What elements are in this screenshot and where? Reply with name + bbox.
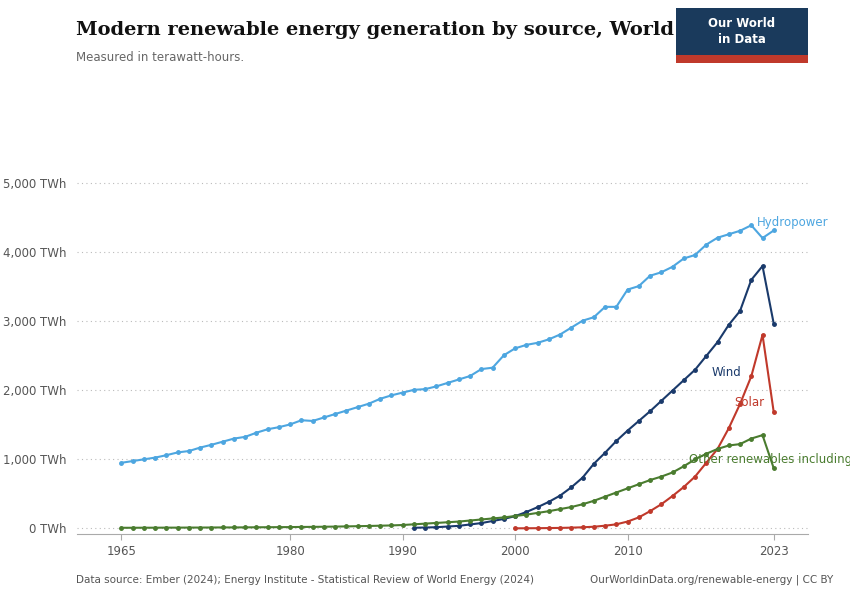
Text: Other renewables including bioenergy: Other renewables including bioenergy (689, 453, 850, 466)
Text: Modern renewable energy generation by source, World: Modern renewable energy generation by so… (76, 21, 675, 39)
Text: in Data: in Data (717, 34, 766, 46)
Text: OurWorldinData.org/renewable-energy | CC BY: OurWorldinData.org/renewable-energy | CC… (590, 575, 833, 585)
FancyBboxPatch shape (676, 8, 807, 63)
Text: Our World: Our World (708, 17, 775, 30)
Text: Data source: Ember (2024); Energy Institute - Statistical Review of World Energy: Data source: Ember (2024); Energy Instit… (76, 575, 535, 585)
FancyBboxPatch shape (676, 55, 807, 63)
Text: Solar: Solar (734, 396, 764, 409)
Text: Wind: Wind (712, 367, 742, 379)
Text: Measured in terawatt-hours.: Measured in terawatt-hours. (76, 51, 245, 64)
Text: Hydropower: Hydropower (756, 215, 829, 229)
